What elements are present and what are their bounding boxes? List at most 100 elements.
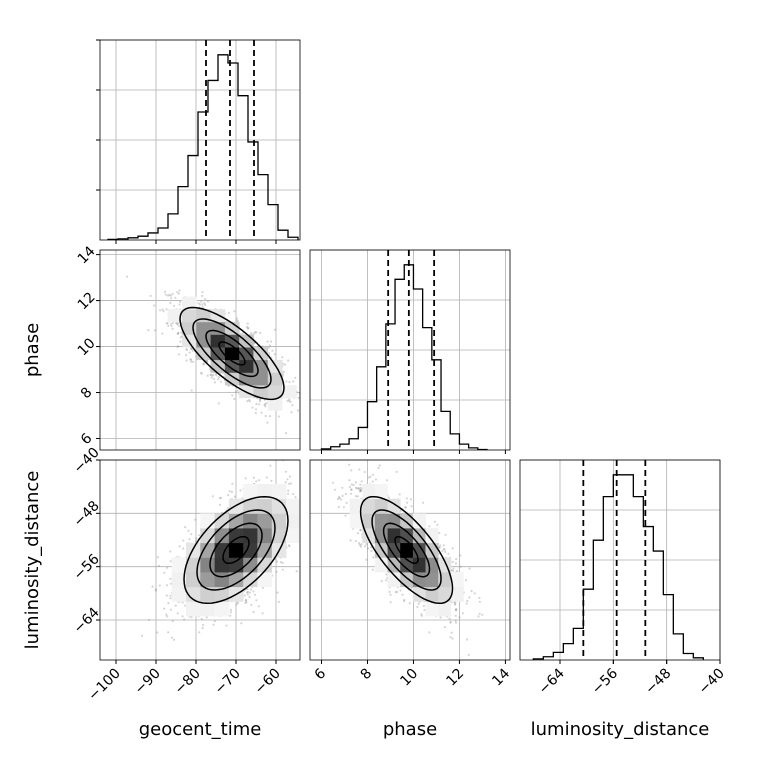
sample-point: [149, 294, 152, 297]
contour-3: [183, 495, 289, 605]
sample-point: [248, 591, 251, 594]
sample-point: [344, 492, 347, 496]
sample-point: [161, 332, 164, 335]
sample-point: [153, 329, 157, 332]
sample-point: [169, 597, 172, 600]
sample-point: [285, 380, 288, 383]
sample-point: [169, 301, 172, 305]
sample-point: [254, 411, 257, 415]
sample-point: [295, 570, 298, 573]
sample-point: [288, 545, 291, 548]
sample-point: [181, 615, 184, 618]
sample-point: [157, 564, 161, 567]
sample-point: [201, 294, 204, 297]
sample-point: [198, 631, 201, 634]
sample-point: [148, 618, 151, 621]
density-cell: [257, 513, 273, 529]
sample-point: [267, 346, 270, 349]
panel-border: [309, 249, 511, 451]
density-cell: [214, 528, 230, 544]
sample-point: [200, 300, 203, 303]
sample-point: [229, 608, 233, 612]
sample-point: [194, 539, 198, 543]
sample-point: [169, 550, 172, 553]
sample-point: [294, 496, 297, 499]
sample-point: [236, 319, 239, 322]
density-cell: [200, 557, 215, 573]
sample-point: [185, 348, 188, 351]
sample-point: [250, 588, 253, 591]
marginal-luminosity-distance: [519, 459, 721, 664]
sample-point: [408, 602, 411, 605]
density-cell: [243, 513, 258, 529]
sample-point: [179, 300, 182, 303]
sample-point: [246, 322, 249, 325]
sample-point: [258, 398, 261, 401]
sample-point: [273, 328, 277, 331]
sample-point: [252, 611, 255, 614]
sample-point: [177, 292, 180, 295]
sample-point: [176, 612, 179, 615]
sample-point: [286, 399, 289, 402]
sample-point: [303, 411, 305, 413]
sample-point: [277, 600, 280, 604]
sample-point: [284, 363, 287, 366]
sample-point: [217, 402, 220, 405]
sample-point: [236, 389, 239, 392]
sample-point: [247, 326, 250, 329]
density-cell: [267, 385, 283, 399]
sample-point: [174, 604, 177, 607]
density-cell: [182, 296, 197, 310]
density-cell: [228, 498, 244, 514]
sample-point: [246, 587, 249, 591]
histogram-geocent-time: [107, 54, 299, 240]
sample-point: [233, 495, 236, 498]
sample-point: [227, 507, 230, 510]
sample-point: [277, 415, 280, 418]
sample-point: [194, 518, 197, 521]
density-cell: [167, 309, 183, 323]
sample-point: [303, 391, 305, 393]
sample-point: [228, 490, 231, 493]
sample-point: [204, 297, 207, 301]
sample-point: [208, 367, 212, 371]
sample-point: [250, 332, 253, 335]
sample-point: [260, 411, 263, 414]
density-cell: [214, 572, 230, 588]
sample-point: [227, 494, 230, 497]
sample-point: [268, 344, 271, 347]
density-cell: [228, 557, 244, 573]
sample-point: [287, 544, 290, 547]
sample-point: [253, 593, 257, 596]
sample-point: [369, 546, 373, 549]
density-cell: [200, 528, 215, 544]
density-cell: [214, 542, 230, 558]
sample-point: [200, 372, 203, 375]
sample-point: [255, 480, 258, 483]
sample-point: [244, 601, 247, 605]
density-cell: [186, 586, 201, 602]
sample-point: [265, 476, 268, 479]
sample-point: [258, 403, 261, 406]
sample-point: [212, 623, 215, 626]
sample-point: [169, 560, 172, 563]
sample-point: [188, 538, 191, 541]
sample-point: [264, 414, 267, 418]
sample-point: [170, 297, 173, 300]
sample-point: [185, 354, 188, 357]
sample-point: [303, 522, 305, 524]
contour-0: [218, 341, 246, 366]
density-cell: [257, 572, 273, 588]
sample-point: [209, 373, 212, 376]
sample-point: [162, 310, 165, 313]
sample-point: [170, 324, 173, 327]
sample-point: [213, 381, 216, 384]
sample-point: [453, 603, 456, 606]
density-cell: [253, 372, 269, 386]
sample-point: [190, 389, 193, 392]
sample-point: [168, 293, 171, 296]
density-cell: [214, 601, 230, 617]
density-cell: [286, 528, 300, 544]
sample-point: [251, 406, 254, 409]
density-cell: [224, 347, 240, 361]
